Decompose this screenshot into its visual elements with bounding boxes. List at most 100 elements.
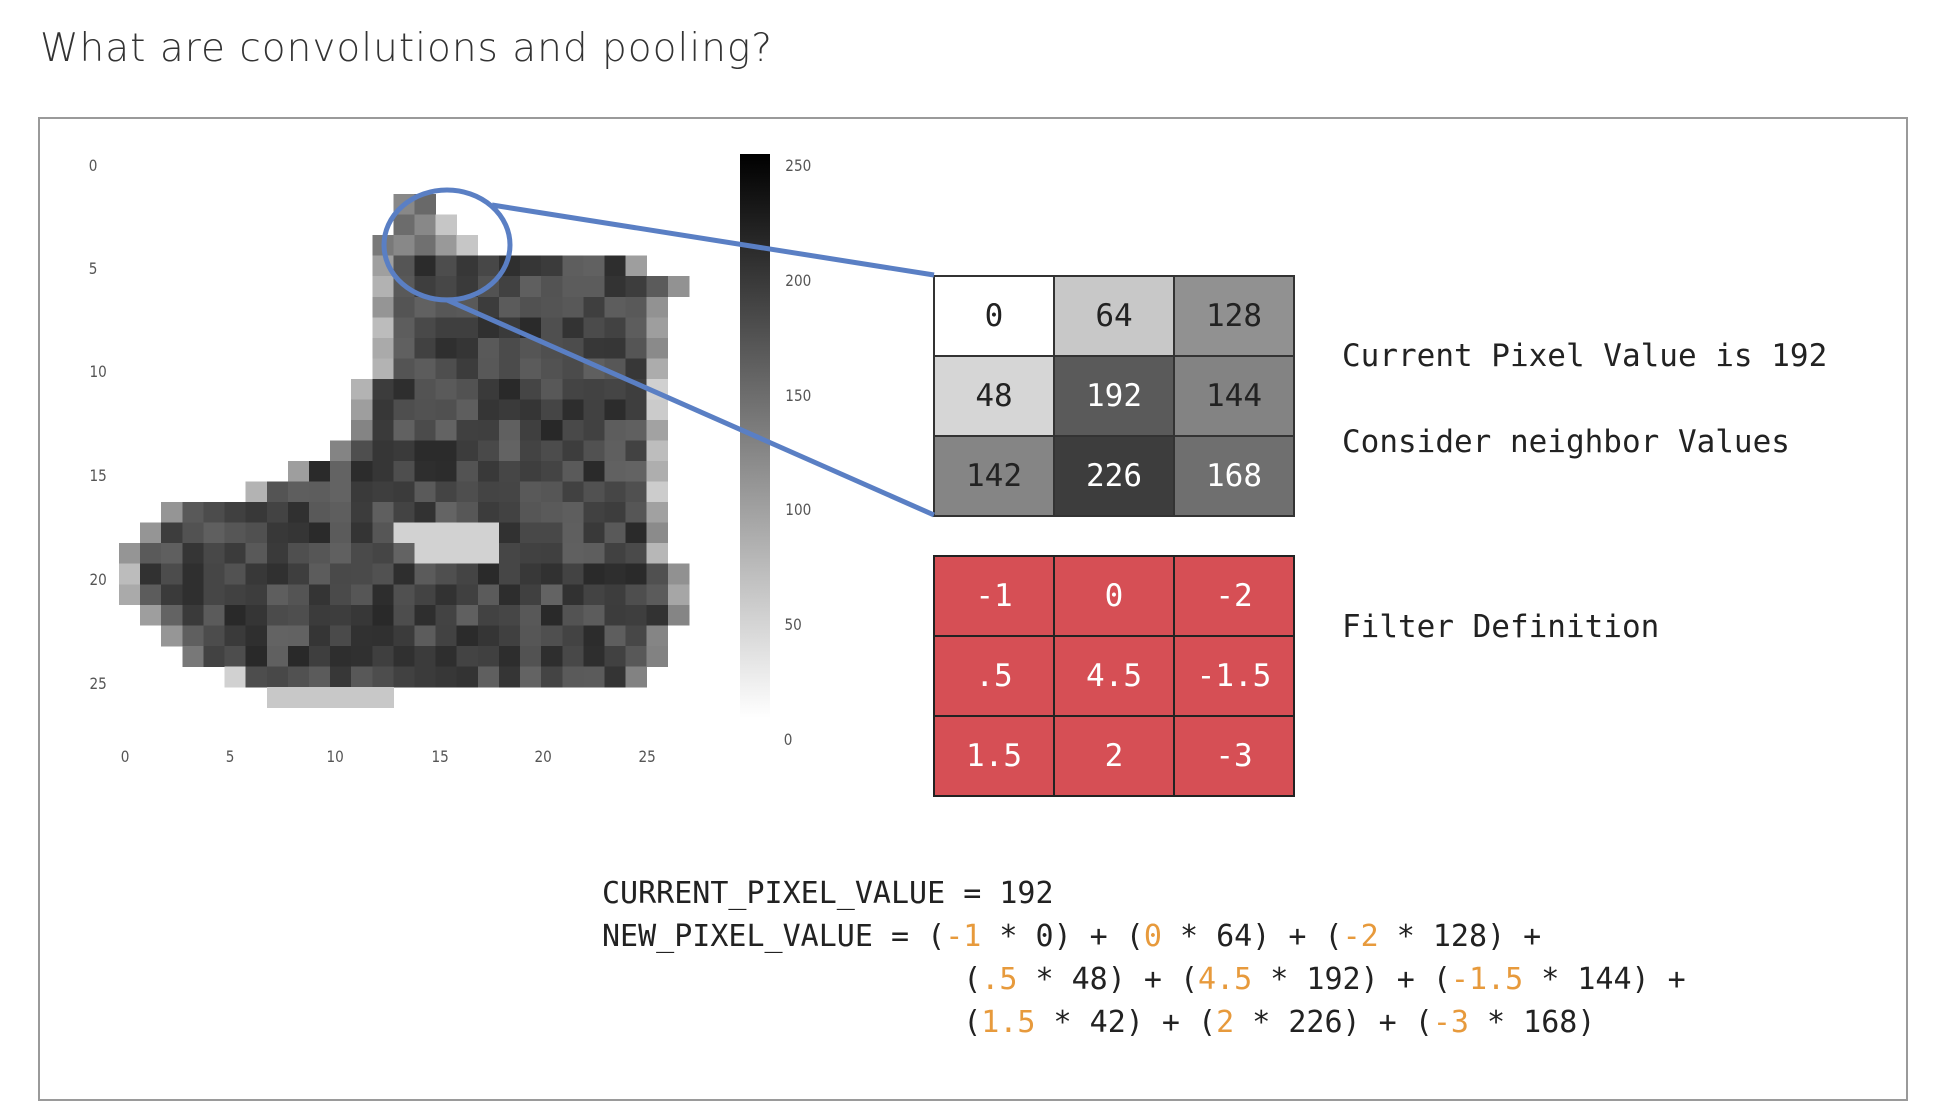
boot-pixel <box>604 563 626 585</box>
image-y-tick-0: 0 <box>88 156 98 175</box>
boot-pixel <box>583 645 605 667</box>
boot-pixel <box>456 399 479 421</box>
boot-pixel <box>646 296 669 318</box>
boot-pixel <box>414 543 437 565</box>
boot-pixel <box>330 666 352 688</box>
boot-pixel <box>287 686 310 708</box>
image-y-tick-10: 10 <box>89 362 107 381</box>
boot-pixel <box>203 543 225 565</box>
boot-pixel <box>646 461 669 482</box>
boot-pixel <box>393 481 415 503</box>
boot-pixel <box>583 276 605 298</box>
boot-pixel <box>562 522 584 544</box>
boot-pixel <box>562 543 584 565</box>
boot-pixel <box>414 194 437 216</box>
boot-pixel <box>477 296 500 318</box>
boot-pixel <box>414 276 437 298</box>
weight-term: -2 <box>1342 919 1379 954</box>
boot-pixel <box>604 337 626 359</box>
boot-pixel <box>182 563 204 585</box>
boot-pixel <box>393 543 415 565</box>
boot-pixel <box>245 543 268 565</box>
boot-pixel <box>372 440 394 462</box>
pixel-term: 42 <box>1089 1005 1126 1040</box>
boot-pixel <box>435 563 458 585</box>
boot-pixel <box>498 276 521 298</box>
boot-pixel <box>435 440 458 462</box>
boot-pixel <box>308 686 331 708</box>
boot-pixel <box>393 317 415 339</box>
boot-pixel <box>245 481 268 503</box>
boot-pixel <box>372 481 394 503</box>
boot-pixel <box>161 625 183 647</box>
boot-pixel <box>372 625 394 647</box>
boot-pixel <box>520 666 542 688</box>
image-x-tick-5: 5 <box>225 747 235 766</box>
boot-pixel <box>520 419 542 441</box>
boot-pixel <box>456 296 479 318</box>
boot-pixel <box>604 378 626 400</box>
weight-term: -1 <box>945 919 982 954</box>
boot-pixel <box>393 296 415 318</box>
boot-pixel <box>435 358 458 380</box>
boot-pixel <box>498 461 521 482</box>
pixel-cell: 142 <box>933 435 1055 517</box>
boot-pixel <box>203 563 225 585</box>
boot-pixel <box>414 563 437 585</box>
boot-pixel <box>498 317 521 339</box>
boot-pixel <box>541 604 563 626</box>
boot-pixel <box>498 522 521 544</box>
boot-pixel <box>541 337 563 359</box>
boot-pixel <box>414 481 437 503</box>
boot-pixel <box>161 502 183 524</box>
boot-pixel <box>393 194 415 216</box>
boot-pixel <box>435 419 458 441</box>
boot-pixel <box>161 604 183 626</box>
boot-pixel <box>477 440 500 462</box>
boot-pixel <box>372 522 394 544</box>
boot-pixel <box>583 419 605 441</box>
boot-pixel <box>393 276 415 298</box>
boot-pixel <box>351 686 373 708</box>
boot-pixel <box>456 440 479 462</box>
boot-pixel <box>604 645 626 667</box>
boot-pixel <box>477 276 500 298</box>
boot-pixel <box>308 461 331 482</box>
boot-pixel <box>604 666 626 688</box>
boot-pixel <box>562 502 584 524</box>
boot-pixel <box>435 461 458 482</box>
boot-pixel <box>287 563 310 585</box>
boot-pixel <box>541 378 563 400</box>
boot-pixel <box>414 399 437 421</box>
current-pixel-var: CURRENT_PIXEL_VALUE <box>602 876 946 911</box>
pixel-term: 226 <box>1288 1005 1343 1040</box>
boot-pixel <box>562 337 584 359</box>
boot-pixel <box>625 645 648 667</box>
boot-pixel <box>351 399 373 421</box>
boot-pixel <box>330 522 352 544</box>
boot-pixel-image <box>119 194 690 708</box>
boot-pixel <box>435 604 458 626</box>
boot-pixel <box>646 604 669 626</box>
boot-pixel <box>625 502 648 524</box>
boot-pixel <box>498 584 521 606</box>
boot-pixel <box>498 563 521 585</box>
image-y-tick-25: 25 <box>89 674 107 693</box>
boot-pixel <box>224 502 247 524</box>
boot-pixel <box>646 440 669 462</box>
boot-pixel <box>435 645 458 667</box>
boot-pixel <box>562 563 584 585</box>
boot-pixel <box>266 645 289 667</box>
boot-pixel <box>456 604 479 626</box>
boot-pixel <box>583 666 605 688</box>
boot-pixel <box>456 358 479 380</box>
boot-pixel <box>435 666 458 688</box>
boot-pixel <box>520 399 542 421</box>
boot-pixel <box>414 625 437 647</box>
filter-cell: 0 <box>1053 555 1175 637</box>
boot-pixel <box>625 461 648 482</box>
boot-pixel <box>583 296 605 318</box>
boot-pixel <box>520 543 542 565</box>
boot-pixel <box>625 296 648 318</box>
neighbor-values-label: Consider neighbor Values <box>1342 424 1790 460</box>
